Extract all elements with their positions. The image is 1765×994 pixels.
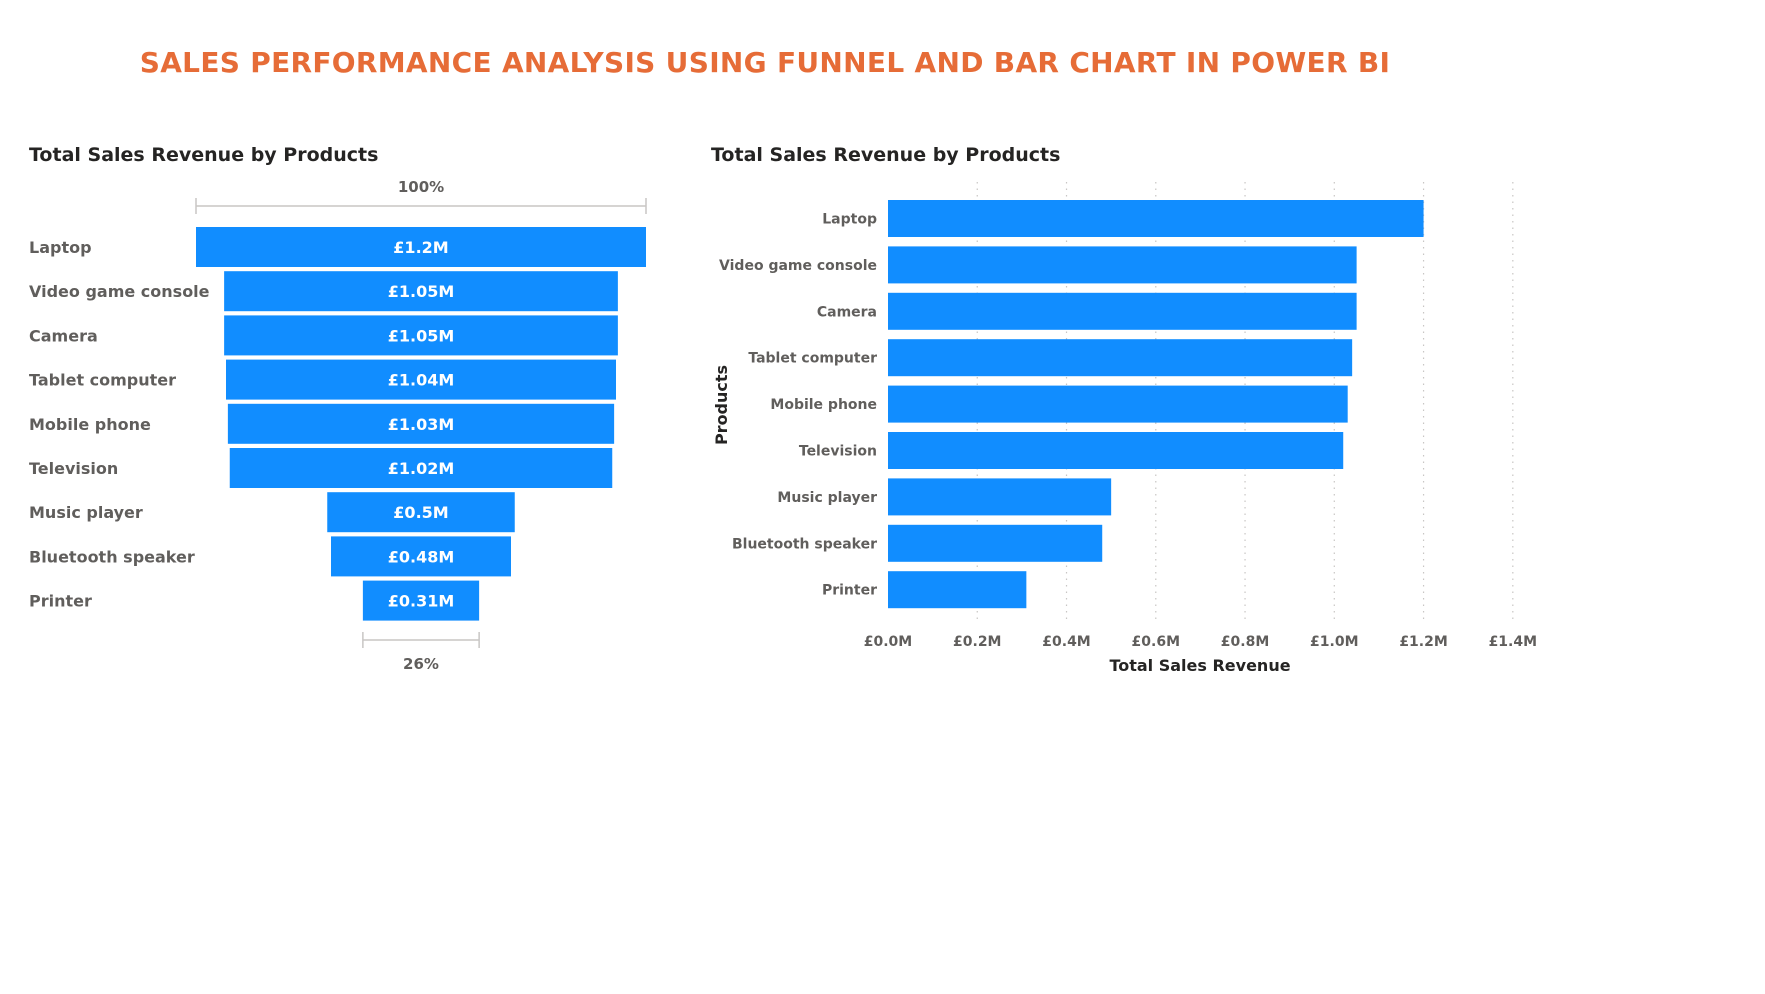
bar bbox=[888, 339, 1353, 377]
x-tick-label: £0.8M bbox=[1221, 634, 1269, 650]
bar bbox=[888, 246, 1357, 284]
bar bbox=[888, 432, 1344, 469]
funnel-data-label: £1.05M bbox=[388, 282, 455, 301]
funnel-category-label: Tablet computer bbox=[29, 371, 176, 390]
funnel-data-label: £1.2M bbox=[393, 238, 448, 257]
x-tick-label: £1.4M bbox=[1489, 634, 1537, 650]
funnel-data-label: £1.05M bbox=[388, 326, 455, 345]
bar-chart-title: Total Sales Revenue by Products bbox=[711, 144, 1061, 166]
x-tick-label: £1.2M bbox=[1399, 634, 1447, 650]
x-axis-title: Total Sales Revenue bbox=[1109, 656, 1290, 675]
funnel-chart: Laptop £1.2M Video game console £1.05M Camer… bbox=[29, 178, 647, 673]
funnel-category-label: Bluetooth speaker bbox=[29, 547, 195, 566]
y-category-label: Tablet computer bbox=[748, 351, 877, 367]
y-category-label: Camera bbox=[817, 304, 877, 320]
funnel-data-label: £0.5M bbox=[393, 503, 448, 522]
funnel-bar bbox=[224, 315, 618, 356]
funnel-bar bbox=[196, 227, 646, 267]
funnel-category-label: Television bbox=[29, 459, 118, 478]
funnel-bar bbox=[224, 271, 618, 312]
funnel-data-label: £1.02M bbox=[388, 459, 455, 478]
bar bbox=[888, 478, 1112, 516]
funnel-bottom-percent: 26% bbox=[403, 655, 439, 673]
funnel-bar bbox=[226, 359, 616, 400]
x-tick-label: £0.6M bbox=[1132, 634, 1180, 650]
y-category-label: Music player bbox=[777, 490, 877, 506]
y-category-label: Bluetooth speaker bbox=[732, 536, 877, 552]
funnel-category-label: Music player bbox=[29, 503, 143, 522]
bar-chart: £0.0M £0.2M £0.4M £0.6M £0.8M £1.0M £1.2M £1.4M… bbox=[712, 182, 1537, 675]
y-category-label: Printer bbox=[822, 583, 877, 599]
funnel-top-percent: 100% bbox=[398, 178, 444, 196]
funnel-category-label: Camera bbox=[29, 326, 98, 345]
x-tick-label: £1.0M bbox=[1310, 634, 1358, 650]
funnel-bar bbox=[331, 536, 511, 577]
funnel-data-label: £1.04M bbox=[388, 371, 455, 390]
funnel-chart-title: Total Sales Revenue by Products bbox=[29, 144, 379, 166]
bar bbox=[888, 385, 1348, 423]
y-category-label: Mobile phone bbox=[770, 397, 877, 413]
bar bbox=[888, 292, 1357, 330]
funnel-category-label: Printer bbox=[29, 592, 92, 611]
funnel-category-label: Laptop bbox=[29, 238, 92, 257]
bar bbox=[888, 571, 1027, 609]
y-category-label: Laptop bbox=[822, 212, 877, 228]
funnel-bar bbox=[229, 448, 613, 488]
y-category-label: Television bbox=[799, 444, 877, 460]
bar bbox=[888, 524, 1103, 562]
page-title: SALES PERFORMANCE ANALYSIS USING FUNNEL … bbox=[139, 46, 1391, 79]
funnel-bar bbox=[327, 492, 515, 533]
funnel-data-label: £1.03M bbox=[388, 415, 455, 434]
x-tick-label: £0.4M bbox=[1042, 634, 1090, 650]
y-category-label: Video game console bbox=[719, 258, 877, 274]
x-tick-label: £0.0M bbox=[864, 634, 912, 650]
funnel-data-label: £0.48M bbox=[388, 547, 455, 566]
y-axis-title: Products bbox=[712, 365, 731, 445]
x-tick-label: £0.2M bbox=[953, 634, 1001, 650]
bar bbox=[888, 200, 1424, 237]
funnel-bar bbox=[362, 580, 480, 621]
funnel-data-label: £0.31M bbox=[388, 592, 455, 611]
funnel-bar bbox=[227, 403, 615, 444]
funnel-category-label: Mobile phone bbox=[29, 415, 151, 434]
funnel-category-label: Video game console bbox=[29, 282, 210, 301]
